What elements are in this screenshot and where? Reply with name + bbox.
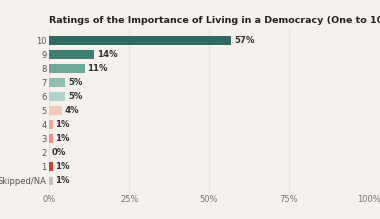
Text: 14%: 14% [97,50,117,59]
Bar [49,134,52,143]
Bar [49,92,65,101]
Bar [49,120,52,129]
Text: 4%: 4% [65,106,79,115]
Text: 0%: 0% [52,148,66,157]
Bar [49,106,62,115]
Bar [49,64,84,73]
Text: 1%: 1% [55,176,70,185]
Text: 5%: 5% [68,78,82,87]
Text: 11%: 11% [87,64,108,73]
Text: 5%: 5% [68,92,82,101]
Bar [49,36,231,45]
Text: 57%: 57% [234,36,254,45]
Bar [49,177,52,185]
Bar [49,50,94,59]
Bar [49,162,52,171]
Text: 1%: 1% [55,162,70,171]
Text: Ratings of the Importance of Living in a Democracy (One to 10 scale): Ratings of the Importance of Living in a… [49,16,380,25]
Bar [49,78,65,87]
Text: 1%: 1% [55,134,70,143]
Text: 1%: 1% [55,120,70,129]
